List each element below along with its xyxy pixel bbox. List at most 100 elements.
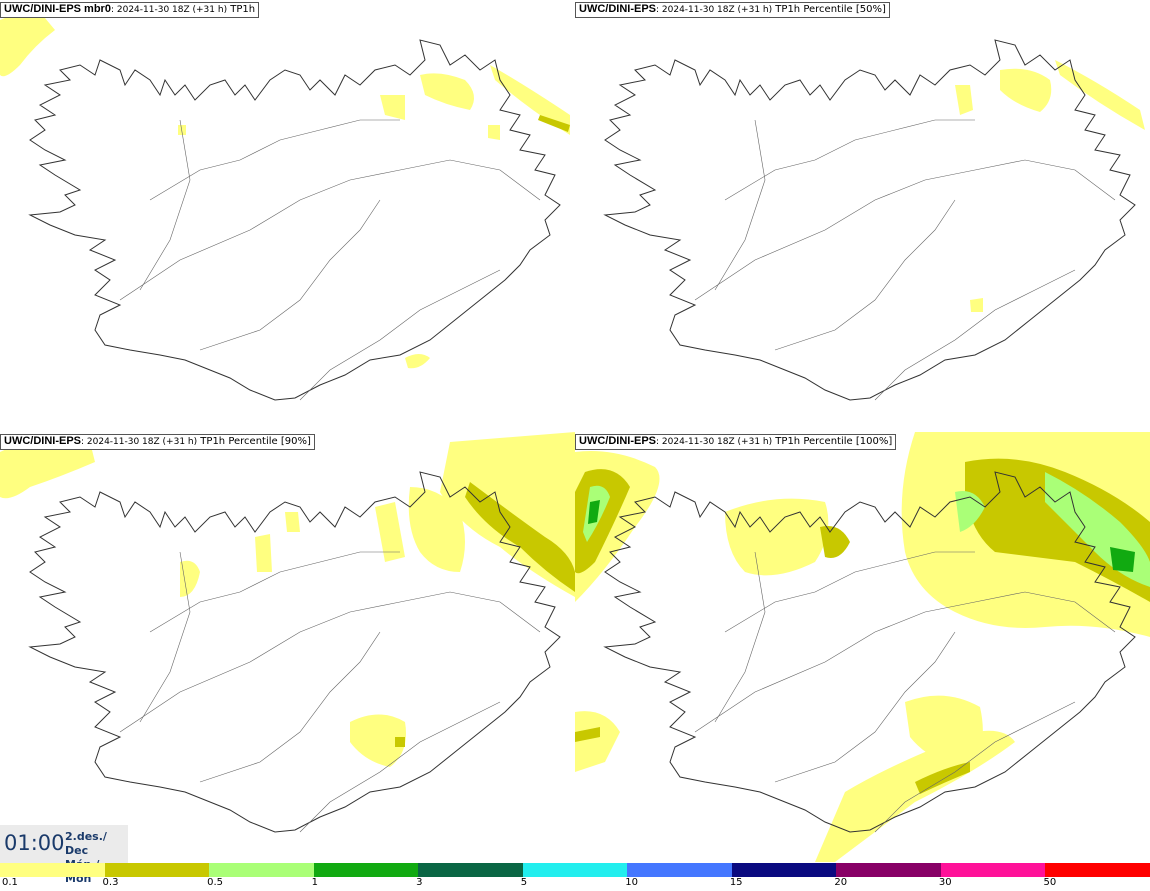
- colorbar-tick-label: 1: [311, 877, 318, 888]
- precip-area: [178, 125, 186, 135]
- road-line: [694, 591, 1116, 733]
- precip-area: [0, 440, 95, 499]
- colorbar-segment: [731, 863, 837, 877]
- map-svg: [0, 14, 570, 401]
- precip-area: [820, 526, 850, 558]
- panel-title: UWC/DINI-EPS: 2024-11-30 18Z (+31 h) TP1…: [575, 434, 897, 450]
- valid-date-line1: 2.des./ Dec: [65, 830, 107, 857]
- colorbar-segment: [0, 863, 105, 877]
- road-line: [714, 119, 766, 291]
- colorbar-segment: [1045, 863, 1150, 877]
- precip-area: [538, 115, 570, 132]
- road-line: [139, 119, 191, 291]
- precip-area: [1110, 547, 1135, 572]
- colorbar-segment: [522, 863, 628, 877]
- road-line: [119, 591, 541, 733]
- map-panel-p50: UWC/DINI-EPS: 2024-11-30 18Z (+31 h) TP1…: [575, 0, 1150, 430]
- run-time: : 2024-11-30 18Z (+31 h): [81, 437, 198, 447]
- road-line: [199, 631, 381, 783]
- precip-area: [285, 512, 300, 532]
- road-line: [724, 119, 975, 201]
- road-line: [874, 701, 1076, 833]
- panel-title: UWC/DINI-EPS: 2024-11-30 18Z (+31 h) TP1…: [0, 434, 315, 450]
- precip-area: [490, 65, 570, 135]
- valid-time: 01:00: [4, 831, 65, 855]
- precip-area: [375, 502, 405, 562]
- colorbar-segment: [836, 863, 941, 877]
- colorbar-segment: [313, 863, 419, 877]
- precip-area: [1000, 68, 1052, 112]
- colorbar-segment: [940, 863, 1046, 877]
- colorbar-tick-label: 20: [834, 877, 848, 888]
- road-line: [139, 551, 191, 723]
- precip-colorbar: [0, 863, 1150, 877]
- colorbar-segment: [627, 863, 732, 877]
- map-svg: [0, 432, 575, 833]
- road-line: [299, 269, 501, 401]
- precip-area: [420, 73, 474, 110]
- panel-title: UWC/DINI-EPS mbr0: 2024-11-30 18Z (+31 h…: [0, 2, 260, 18]
- precip-area: [970, 298, 983, 312]
- run-time: : 2024-11-30 18Z (+31 h): [110, 5, 228, 15]
- parameter-label: TP1h Percentile [90%]: [197, 436, 311, 447]
- colorbar-tick-label: 10: [625, 877, 638, 888]
- map-panel-mbr0: UWC/DINI-EPS mbr0: 2024-11-30 18Z (+31 h…: [0, 0, 575, 430]
- precip-area: [575, 727, 600, 742]
- precip-area: [815, 730, 1015, 862]
- iceland-coastline: [28, 471, 561, 833]
- run-time: : 2024-11-30 18Z (+31 h): [656, 437, 773, 447]
- road-line: [149, 119, 400, 201]
- precip-area: [955, 491, 985, 532]
- road-line: [149, 551, 400, 633]
- precip-area: [725, 498, 829, 576]
- colorbar-segment: [209, 863, 314, 877]
- precip-area: [465, 482, 575, 592]
- model-name: UWC/DINI-EPS mbr0: [4, 3, 111, 15]
- road-line: [874, 269, 1076, 401]
- precip-area: [380, 95, 405, 120]
- precip-area: [845, 797, 865, 820]
- road-line: [694, 159, 1116, 301]
- precip-area: [255, 534, 272, 572]
- model-name: UWC/DINI-EPS: [4, 435, 81, 447]
- colorbar-tick-label: 3: [416, 877, 423, 888]
- road-line: [299, 701, 501, 833]
- colorbar-tick-label: 0.1: [2, 877, 18, 888]
- colorbar-tick-label: 15: [729, 877, 743, 888]
- colorbar-tick-label: 0.5: [207, 877, 223, 888]
- colorbar-tick-label: 50: [1043, 877, 1057, 888]
- precip-area: [588, 500, 600, 524]
- colorbar-tick-label: 30: [938, 877, 952, 888]
- iceland-coastline: [603, 39, 1136, 401]
- precip-area: [180, 560, 200, 597]
- iceland-coastline: [603, 471, 1136, 833]
- precip-area: [395, 737, 405, 747]
- precip-area: [408, 487, 465, 572]
- road-line: [774, 631, 956, 783]
- precip-area: [350, 714, 406, 767]
- road-line: [724, 551, 975, 633]
- parameter-label: TP1h: [227, 4, 256, 15]
- map-svg: [575, 432, 1150, 862]
- road-line: [774, 199, 956, 351]
- panel-title: UWC/DINI-EPS: 2024-11-30 18Z (+31 h) TP1…: [575, 2, 890, 18]
- map-panel-p90: UWC/DINI-EPS: 2024-11-30 18Z (+31 h) TP1…: [0, 432, 575, 862]
- road-line: [199, 199, 381, 351]
- precip-area: [965, 458, 1150, 602]
- precip-area: [575, 711, 620, 772]
- model-name: UWC/DINI-EPS: [579, 435, 656, 447]
- parameter-label: TP1h Percentile [50%]: [772, 4, 886, 15]
- valid-time-box: 01:00 2.des./ Dec Mán./ Mon: [0, 825, 128, 885]
- map-svg: [603, 39, 1145, 401]
- precip-area: [1055, 60, 1145, 130]
- road-line: [714, 551, 766, 723]
- colorbar-segment: [418, 863, 523, 877]
- colorbar-segment: [104, 863, 210, 877]
- colorbar-tick-label: 0.3: [102, 877, 119, 888]
- colorbar-ticks: 0.1 0.3 0.5 1 3 5 10 15 20 30 50: [0, 877, 1150, 891]
- colorbar-tick-label: 5: [520, 877, 528, 888]
- iceland-coastline: [28, 39, 561, 401]
- map-panel-p100: UWC/DINI-EPS: 2024-11-30 18Z (+31 h) TP1…: [575, 432, 1150, 862]
- precip-area: [0, 14, 55, 77]
- precip-area: [915, 762, 970, 794]
